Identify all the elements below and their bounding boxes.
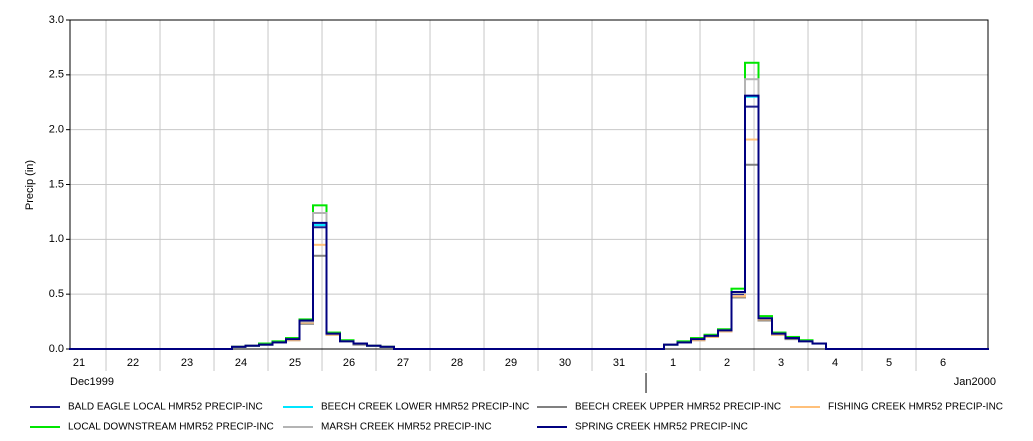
legend-item: BEECH CREEK UPPER HMR52 PRECIP-INC — [537, 402, 781, 413]
series — [69, 95, 989, 350]
x-tick-label: 29 — [505, 357, 517, 369]
legend-item: MARSH CREEK HMR52 PRECIP-INC — [283, 422, 492, 433]
x-tick-label: 22 — [127, 357, 139, 369]
x-tick-label: 25 — [289, 357, 301, 369]
month-label: Jan2000 — [954, 376, 996, 388]
y-tick-label: 2.0 — [49, 124, 64, 136]
legend-label: SPRING CREEK HMR52 PRECIP-INC — [575, 422, 748, 433]
x-tick-label: 23 — [181, 357, 193, 369]
series — [69, 163, 989, 350]
x-tick-label: 31 — [613, 357, 625, 369]
legend-item: BALD EAGLE LOCAL HMR52 PRECIP-INC — [30, 402, 263, 413]
x-tick-label: 5 — [886, 357, 892, 369]
month-label: Dec1999 — [70, 376, 114, 388]
legend-item: FISHING CREEK HMR52 PRECIP-INC — [790, 402, 1003, 413]
x-tick-label: 27 — [397, 357, 409, 369]
legend-label: BEECH CREEK LOWER HMR52 PRECIP-INC — [321, 402, 529, 413]
x-tick-label: 24 — [235, 357, 247, 369]
x-tick-label: 30 — [559, 357, 571, 369]
y-tick-label: 1.0 — [49, 233, 64, 245]
y-tick-label: 3.0 — [49, 14, 64, 26]
legend-label: FISHING CREEK HMR52 PRECIP-INC — [828, 402, 1003, 413]
legend-item: BEECH CREEK LOWER HMR52 PRECIP-INC — [283, 402, 529, 413]
x-tick-label: 28 — [451, 357, 463, 369]
x-tick-label: 3 — [778, 357, 784, 369]
legend-label: BALD EAGLE LOCAL HMR52 PRECIP-INC — [68, 402, 263, 413]
series — [69, 78, 989, 350]
x-tick-label: 21 — [73, 357, 85, 369]
y-tick-label: 0.5 — [49, 288, 64, 300]
x-tick-label: 6 — [940, 357, 946, 369]
legend-item: SPRING CREEK HMR52 PRECIP-INC — [537, 422, 748, 433]
series — [69, 105, 989, 350]
x-tick-label: 4 — [832, 357, 838, 369]
x-tick-label: 2 — [724, 357, 730, 369]
y-tick-label: 0.0 — [49, 343, 64, 355]
y-tick-label: 2.5 — [49, 69, 64, 81]
y-tick-label: 1.5 — [49, 178, 64, 190]
legend-item: LOCAL DOWNSTREAM HMR52 PRECIP-INC — [30, 422, 274, 433]
x-tick-label: 26 — [343, 357, 355, 369]
y-axis-label: Precip (in) — [24, 160, 36, 210]
legend-label: MARSH CREEK HMR52 PRECIP-INC — [321, 422, 492, 433]
series — [69, 138, 989, 350]
legend-label: BEECH CREEK UPPER HMR52 PRECIP-INC — [575, 402, 781, 413]
legend-label: LOCAL DOWNSTREAM HMR52 PRECIP-INC — [68, 422, 274, 433]
x-tick-label: 1 — [670, 357, 676, 369]
series — [69, 61, 989, 350]
series — [69, 94, 989, 350]
